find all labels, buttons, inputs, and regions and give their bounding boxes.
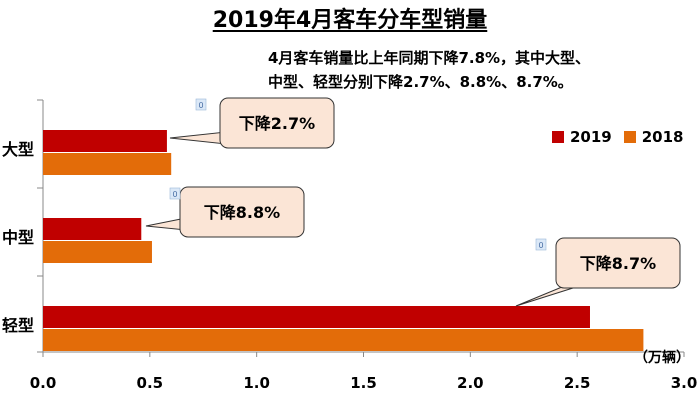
legend-label-2019: 2019 — [570, 128, 612, 146]
x-tick-label: 2.0 — [457, 374, 484, 392]
badge-box — [169, 187, 181, 200]
chart-title: 2019年4月客车分车型销量 — [212, 8, 488, 33]
badge-box — [195, 98, 207, 111]
x-tick-label: 3.0 — [671, 374, 698, 392]
x-tick-label: 2.5 — [564, 374, 591, 392]
bar-2019-2 — [43, 306, 590, 328]
unit-label: （万辆） — [634, 349, 690, 366]
x-tick-label: 0.0 — [30, 374, 57, 392]
x-tick-label: 1.5 — [350, 374, 377, 392]
callout-pointer — [169, 131, 227, 145]
bar-2018-0 — [43, 153, 172, 175]
y-category-label: 中型 — [2, 228, 34, 247]
chart-subtitle: 4月客车销量比上年同期下降7.8%，其中大型、 中型、轻型分别下降2.7%、8.… — [268, 46, 688, 94]
badge-text: 0 — [198, 101, 203, 110]
badge-box — [535, 238, 547, 251]
bar-2018-2 — [43, 329, 644, 351]
callout-text: 下降2.7% — [239, 114, 315, 133]
bar-2019-0 — [43, 130, 167, 152]
x-tick-label: 0.5 — [137, 374, 164, 392]
subtitle-line-2: 中型、轻型分别下降2.7%、8.8%、8.7%。 — [268, 73, 573, 91]
callout-text: 下降8.8% — [204, 203, 280, 222]
callout-text: 下降8.7% — [580, 254, 656, 273]
callout-box — [179, 186, 305, 238]
bar-2019-1 — [43, 218, 142, 240]
badge-text: 0 — [172, 190, 177, 199]
callout-box — [555, 237, 681, 289]
legend-item-2018: 2018 — [623, 128, 684, 146]
subtitle-line-1: 4月客车销量比上年同期下降7.8%，其中大型、 — [268, 49, 591, 67]
badge-text: 0 — [538, 241, 543, 250]
legend-swatch-2019 — [552, 131, 564, 143]
y-category-label: 轻型 — [2, 316, 34, 335]
callout-box — [219, 97, 335, 149]
x-tick-label: 1.0 — [243, 374, 270, 392]
bar-2018-1 — [43, 241, 152, 263]
legend-label-2018: 2018 — [641, 128, 684, 146]
y-category-label: 大型 — [2, 140, 34, 159]
legend: 2019 2018 — [552, 128, 696, 146]
legend-item-2019: 2019 — [552, 128, 612, 146]
legend-swatch-2018 — [623, 131, 636, 143]
